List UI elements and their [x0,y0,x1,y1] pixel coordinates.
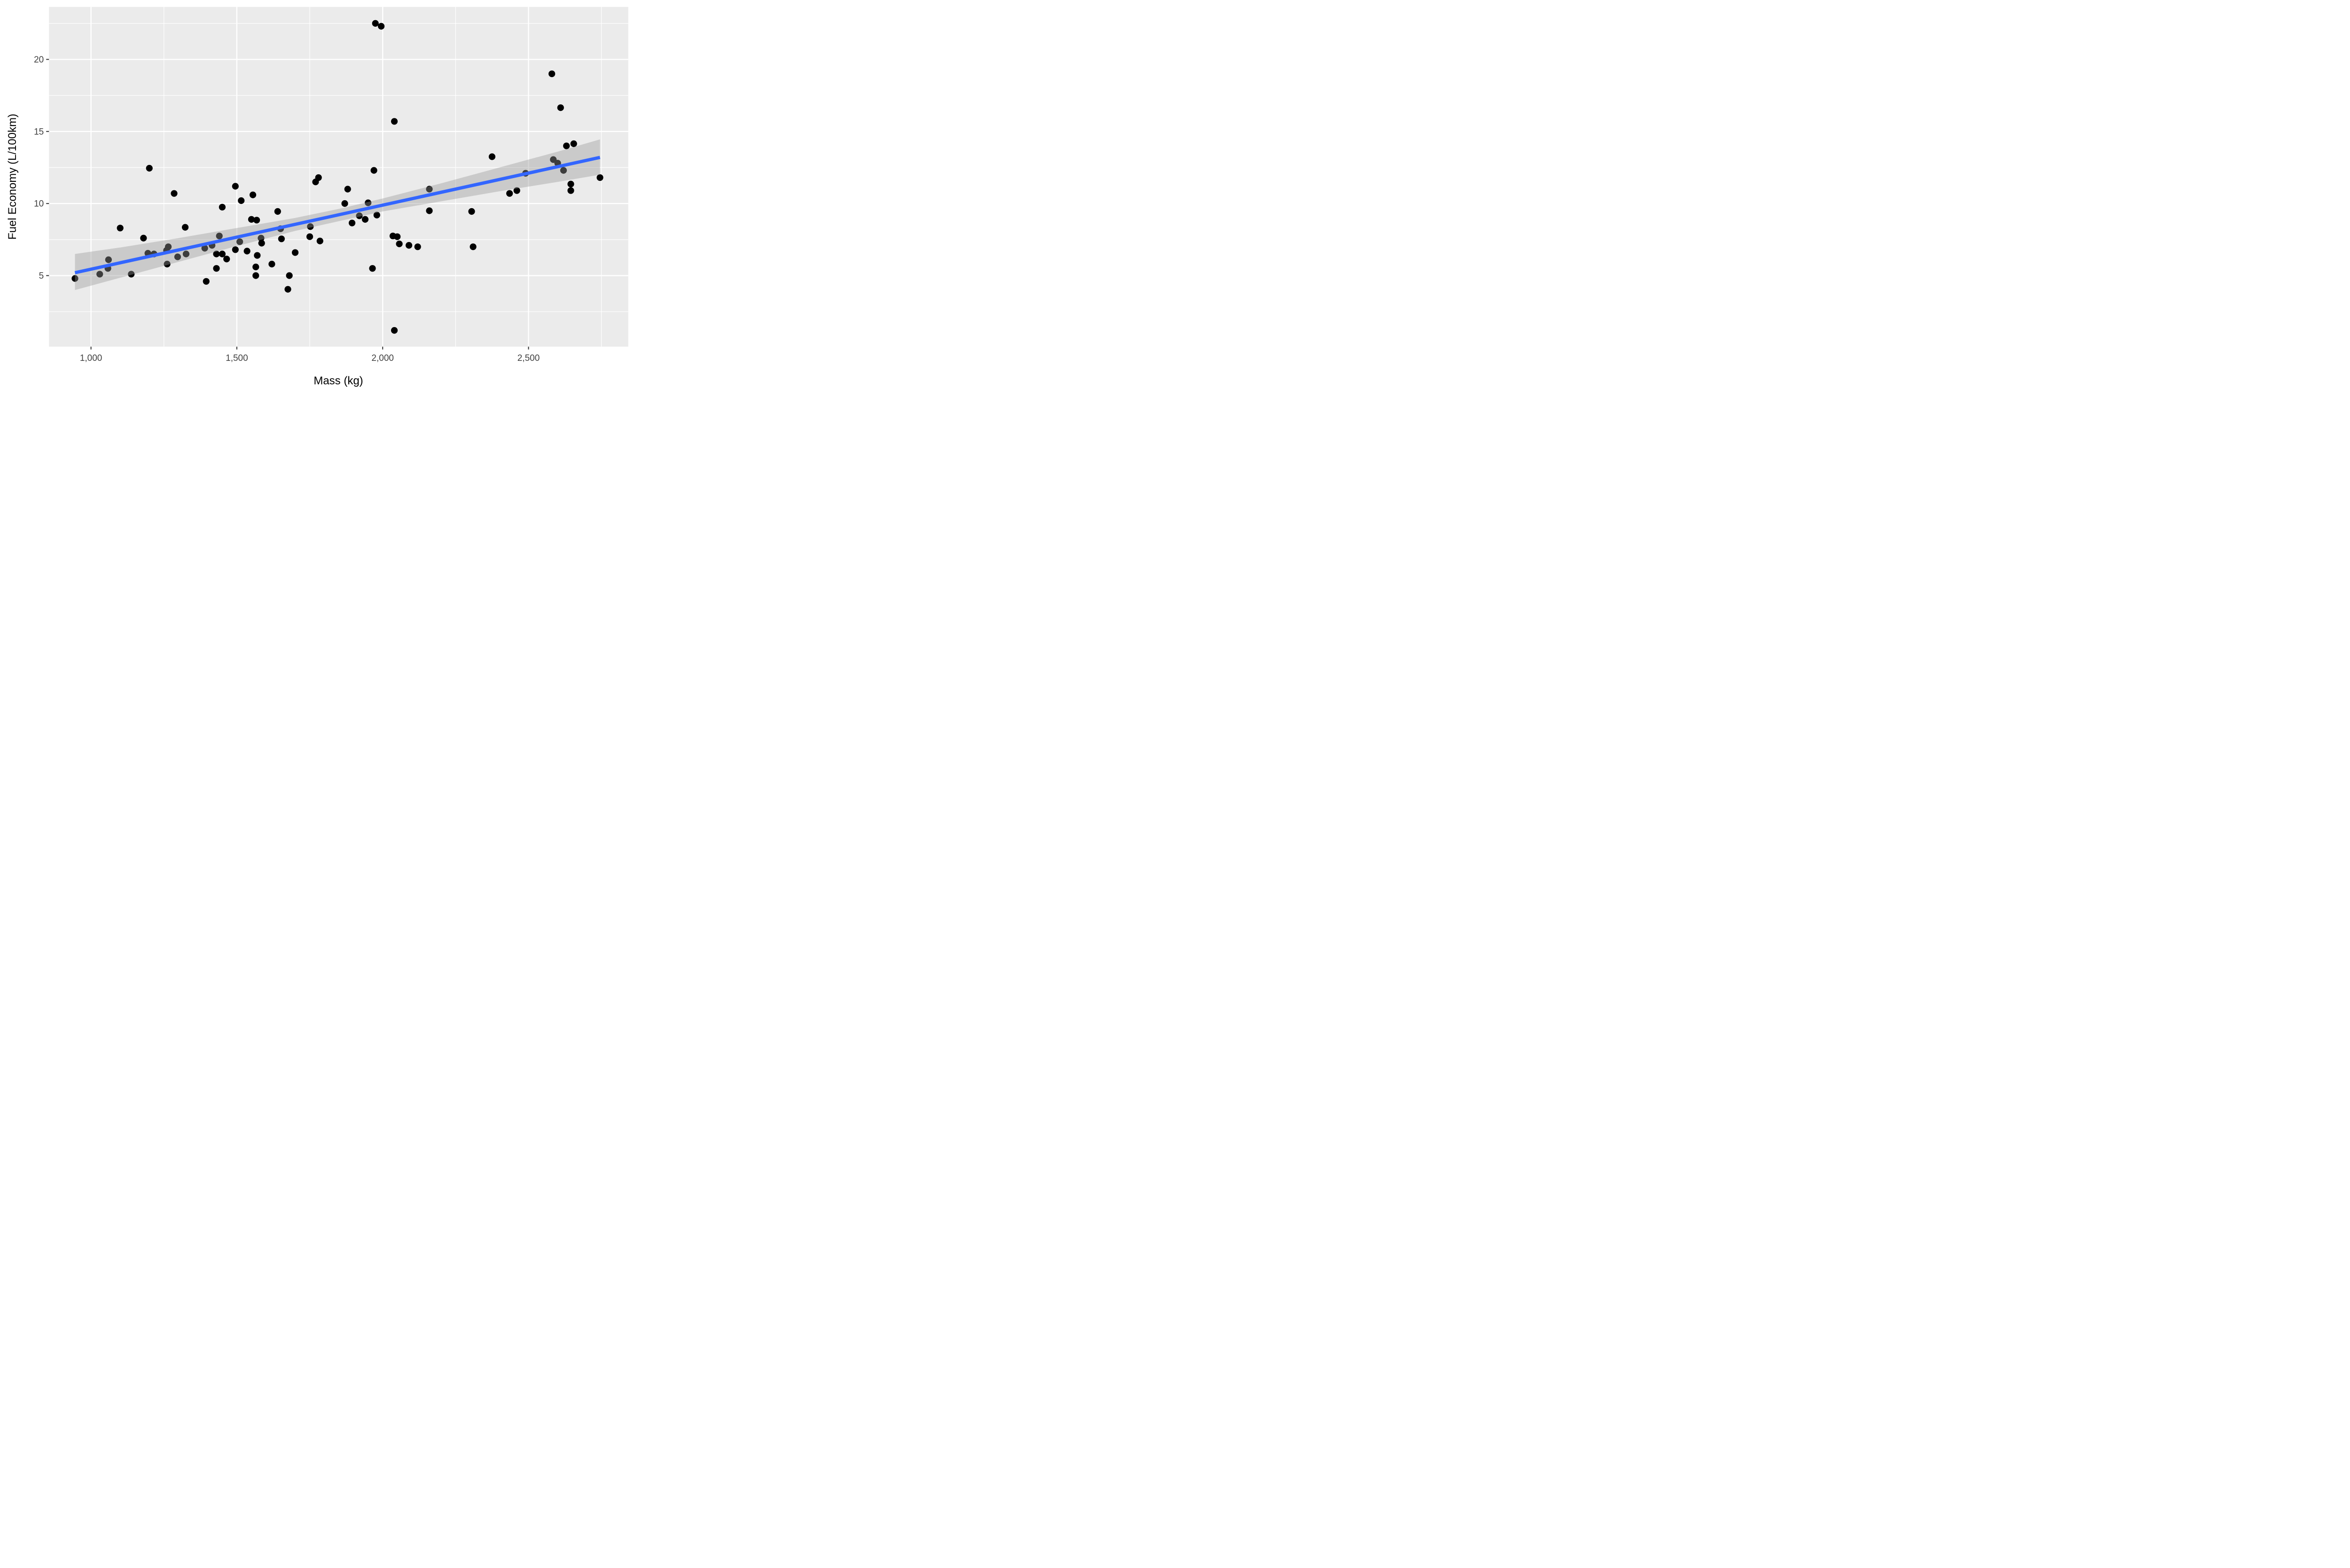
data-point [356,212,363,219]
data-point [117,225,124,232]
data-point [370,167,377,174]
data-point [394,233,401,240]
fuel-economy-scatter-plot: 1,000 1,500 2,000 2,500 5 10 15 20 Mass (kg) Fu… [0,0,634,392]
data-point [164,243,172,250]
data-point [219,250,226,257]
data-point [164,260,171,268]
data-point [223,256,230,263]
data-point [391,118,398,125]
data-point [488,153,496,160]
y-axis-title: Fuel Economy (L/100km) [6,114,19,240]
data-point [567,180,574,187]
data-point [560,167,567,174]
data-point [414,243,421,250]
data-point [391,327,398,334]
data-point [252,272,259,279]
data-point [268,260,275,268]
y-axis-tick-label: 20 [34,55,44,65]
data-point [128,271,135,278]
x-axis-title: Mass (kg) [313,374,363,387]
data-point [232,246,239,253]
data-point [213,250,220,257]
data-point [344,186,351,193]
data-point [243,248,251,255]
x-axis-tick-label: 1,000 [80,353,102,363]
data-point [369,265,376,272]
data-point [171,190,178,197]
data-point [426,207,433,214]
data-point [348,219,356,226]
data-point [258,240,265,247]
plot-panel [49,7,628,347]
data-point [372,20,379,27]
data-point [567,187,574,194]
data-point [182,250,190,257]
data-point [181,224,189,231]
data-point [213,265,220,272]
data-point [468,208,475,215]
data-point [203,278,210,285]
x-axis-tick-label: 1,500 [226,353,248,363]
data-point [396,240,403,248]
data-point [146,164,153,172]
data-point [219,203,226,211]
data-point [105,256,112,263]
data-point [470,243,477,250]
data-point [361,216,369,223]
data-point [96,271,103,278]
data-point [236,238,243,245]
data-point [513,187,520,194]
data-point [248,216,255,223]
data-point [548,70,556,78]
data-point [254,252,261,259]
data-point [140,234,147,242]
data-point [378,23,385,30]
regression-line [74,156,601,274]
data-point [307,223,314,230]
data-point [315,174,322,181]
data-point [278,235,285,242]
data-point [291,249,299,256]
x-axis-tick-label: 2,500 [517,353,540,363]
data-point [174,253,181,260]
data-point [557,104,564,111]
data-point [216,233,223,240]
data-point [253,217,260,224]
y-axis-tick-label: 5 [39,271,44,281]
data-point [252,264,259,271]
data-point [274,208,281,215]
data-point [258,234,265,242]
data-point [563,142,570,149]
x-axis-tick-label: 2,000 [371,353,394,363]
data-point [365,199,372,206]
data-point [201,245,208,252]
data-point [316,237,323,245]
y-axis-tick-label: 10 [34,199,44,209]
data-point [284,286,291,293]
data-point [286,272,293,279]
data-point [373,211,380,218]
data-point [232,183,239,190]
data-point [238,197,245,204]
data-point [570,140,577,147]
data-point [249,191,257,198]
data-point [405,242,413,249]
data-point [341,200,348,207]
data-point [506,190,513,197]
chart-canvas: 1,000 1,500 2,000 2,500 5 10 15 20 Mass (kg) Fu… [6,7,628,387]
data-point [596,174,603,181]
y-axis-tick-label: 15 [34,127,44,137]
data-point [306,233,313,240]
data-point [426,186,433,193]
data-point [71,275,78,282]
